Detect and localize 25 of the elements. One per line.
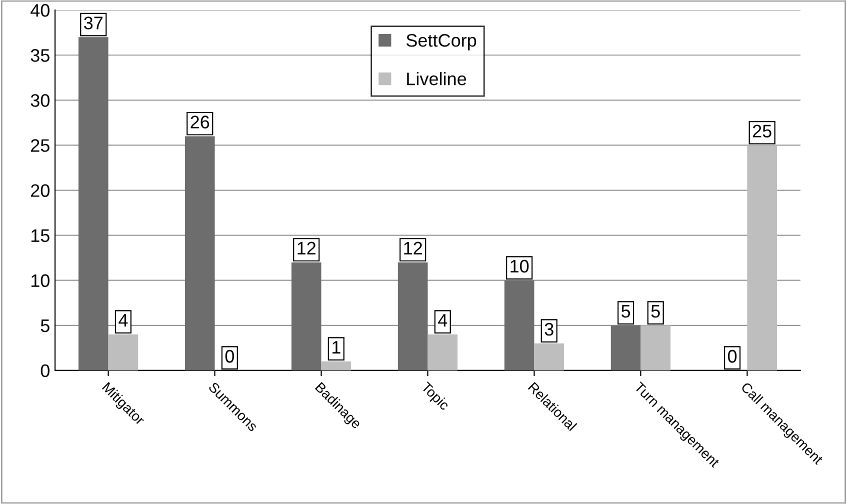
data-label: 26 bbox=[190, 116, 210, 128]
y-tick-label: 0 bbox=[40, 364, 50, 378]
data-label: 0 bbox=[728, 350, 737, 363]
y-tick-label: 40 bbox=[30, 4, 50, 17]
y-tick-label: 30 bbox=[30, 94, 50, 107]
data-label: 12 bbox=[298, 242, 316, 254]
y-tick-label: 5 bbox=[40, 320, 50, 332]
legend-label: Liveline bbox=[407, 72, 466, 86]
data-label: 4 bbox=[438, 314, 448, 326]
data-label: 25 bbox=[752, 124, 772, 138]
y-tick-label: 25 bbox=[31, 139, 50, 152]
y-tick-label: 15 bbox=[31, 229, 50, 242]
data-label: 5 bbox=[651, 305, 660, 318]
data-label: 37 bbox=[84, 16, 103, 30]
data-label: 1 bbox=[332, 341, 340, 354]
data-label: 3 bbox=[544, 322, 554, 336]
data-label: 12 bbox=[404, 242, 422, 254]
data-label: 4 bbox=[118, 314, 128, 326]
y-tick-label: 20 bbox=[31, 184, 50, 197]
data-label: 10 bbox=[510, 260, 529, 273]
y-tick-label: 10 bbox=[31, 274, 50, 288]
legend-label: SettCorp bbox=[406, 34, 476, 50]
data-label: 5 bbox=[621, 305, 630, 318]
data-label: 0 bbox=[225, 350, 234, 363]
y-tick-label: 35 bbox=[30, 49, 50, 62]
